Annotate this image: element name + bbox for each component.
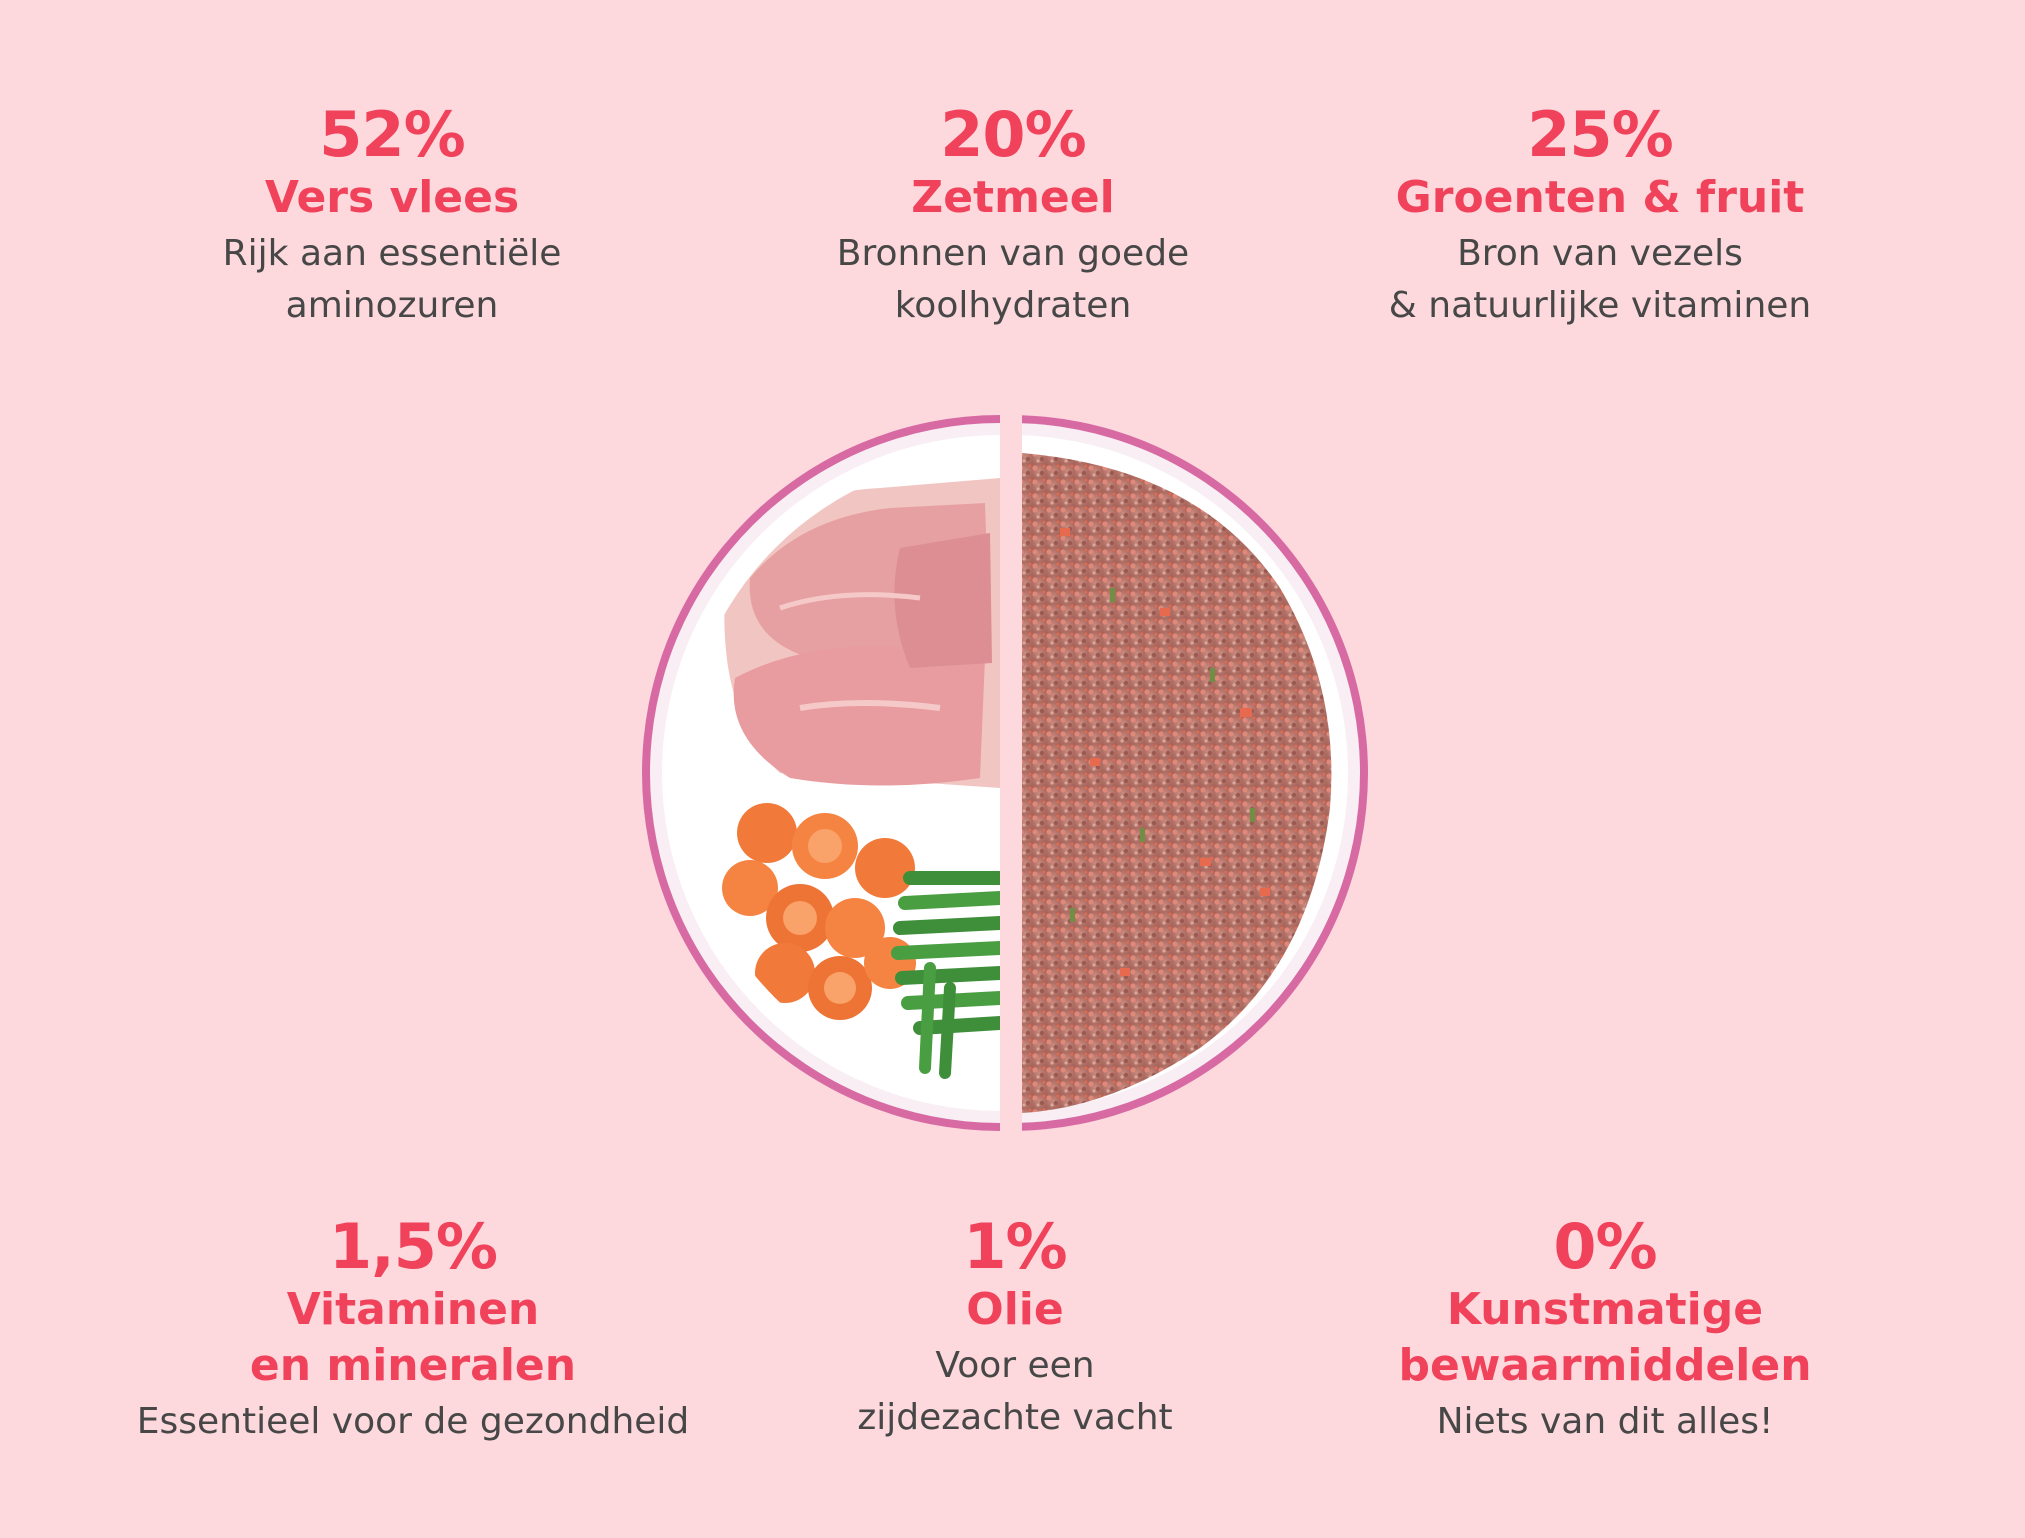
stat-vitamins-minerals: 1,5% Vitaminen en mineralen Essentieel v… [137, 1212, 690, 1448]
carrot-slices [722, 803, 916, 1020]
mince-carrot-bits [1060, 528, 1270, 976]
stat-title-line: bewaarmiddelen [1398, 1340, 1812, 1391]
stat-percent: 52% [319, 98, 465, 171]
stat-title-line: Zetmeel [911, 172, 1115, 223]
stat-description: Bron van vezels & natuurlijke vitaminen [1389, 228, 1811, 332]
stat-desc-line: Bron van vezels [1457, 233, 1743, 274]
stat-title: Olie [857, 1282, 1172, 1338]
stat-title-line: Olie [966, 1284, 1064, 1335]
mince-green-bits [1070, 588, 1255, 922]
stat-fresh-meat: 52% Vers vlees Rijk aan essentiële amino… [223, 100, 562, 332]
stat-title: Vitaminen en mineralen [137, 1282, 690, 1394]
stat-title-line: Vitaminen [286, 1284, 540, 1335]
stat-desc-line: Niets van dit alles! [1436, 1401, 1774, 1442]
stat-title-line: Vers vlees [264, 172, 520, 223]
food-bowl-illustration [640, 408, 1380, 1138]
stat-title: Zetmeel [837, 170, 1189, 226]
green-beans [891, 871, 1000, 1079]
stat-percent: 0% [1553, 1210, 1657, 1283]
stat-description: Essentieel voor de gezondheid [137, 1396, 690, 1448]
stat-desc-line: zijdezachte vacht [857, 1397, 1173, 1438]
stat-desc-line: & natuurlijke vitaminen [1388, 285, 1812, 326]
stat-desc-line: koolhydraten [894, 285, 1132, 326]
stat-description: Rijk aan essentiële aminozuren [223, 228, 562, 332]
bowl-right-half [1022, 415, 1368, 1131]
stat-preservatives: 0% Kunstmatige bewaarmiddelen Niets van … [1398, 1212, 1811, 1448]
stat-title-line: Kunstmatige [1446, 1284, 1764, 1335]
stat-percent: 20% [940, 98, 1086, 171]
stat-percent: 1,5% [329, 1210, 498, 1283]
stat-desc-line: Bronnen van goede [836, 233, 1190, 274]
stat-vegetables-fruit: 25% Groenten & fruit Bron van vezels & n… [1389, 100, 1811, 332]
fresh-meat-slices [724, 478, 1000, 788]
stat-title-line: en mineralen [249, 1340, 577, 1391]
stat-starch: 20% Zetmeel Bronnen van goede koolhydrat… [837, 100, 1189, 332]
stat-percent: 25% [1527, 98, 1673, 171]
stat-percent: 1% [963, 1210, 1067, 1283]
stat-desc-line: Voor een [935, 1345, 1095, 1386]
stat-desc-line: Rijk aan essentiële [222, 233, 562, 274]
stat-title: Vers vlees [223, 170, 562, 226]
stat-title: Kunstmatige bewaarmiddelen [1398, 1282, 1811, 1394]
mixed-food-mince [1022, 453, 1332, 1113]
bowl-left-half [642, 415, 1000, 1131]
bowl-svg [642, 415, 1368, 1131]
stat-title: Groenten & fruit [1389, 170, 1811, 226]
stat-desc-line: Essentieel voor de gezondheid [136, 1401, 690, 1442]
stat-description: Bronnen van goede koolhydraten [837, 228, 1189, 332]
stat-oil: 1% Olie Voor een zijdezachte vacht [857, 1212, 1172, 1444]
stat-description: Niets van dit alles! [1398, 1396, 1811, 1448]
stat-desc-line: aminozuren [285, 285, 499, 326]
stat-description: Voor een zijdezachte vacht [857, 1340, 1172, 1444]
stat-title-line: Groenten & fruit [1395, 172, 1805, 223]
